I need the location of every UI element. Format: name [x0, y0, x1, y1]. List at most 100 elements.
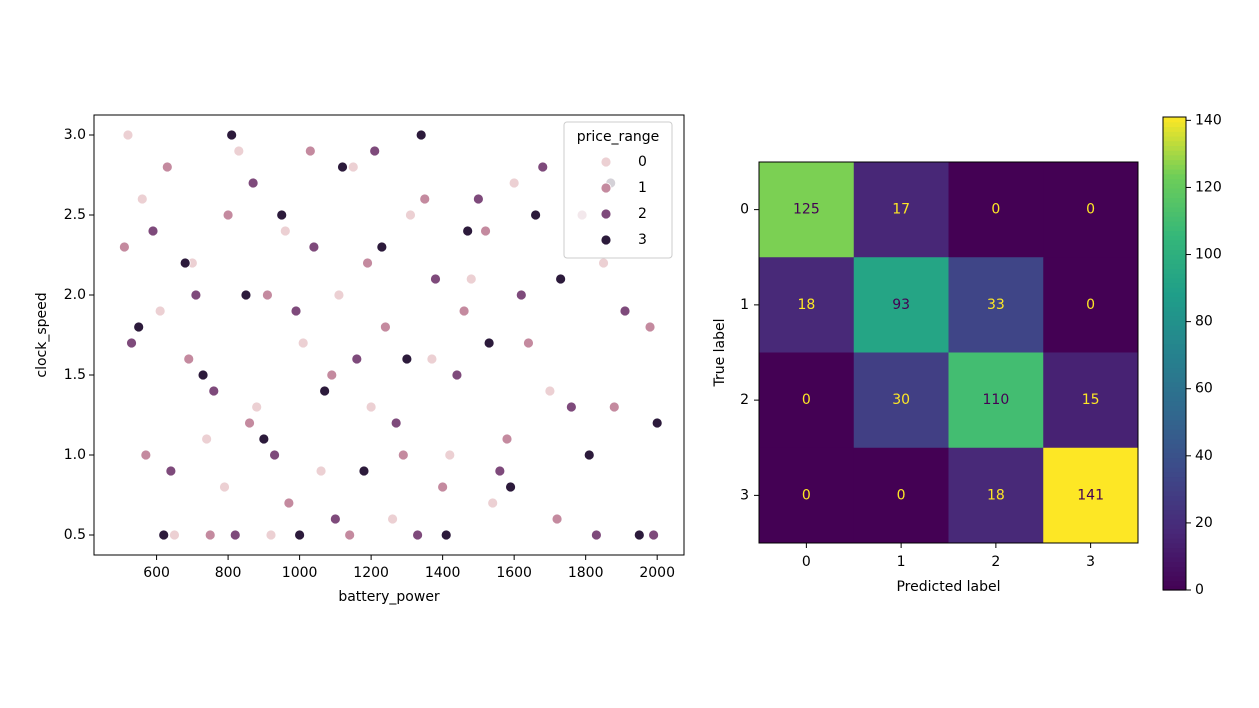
legend-label: 2 — [638, 206, 647, 222]
colorbar-segment — [1163, 325, 1186, 331]
point — [551, 513, 563, 525]
y-axis-label: clock_speed — [34, 292, 50, 377]
point — [126, 337, 137, 349]
point — [258, 433, 270, 445]
colorbar-segment — [1163, 556, 1186, 563]
point — [501, 433, 513, 445]
colorbar-segment — [1163, 334, 1186, 340]
point — [440, 529, 452, 541]
point — [154, 305, 166, 317]
colorbar-segment — [1163, 244, 1186, 251]
colorbar-segment — [1163, 140, 1186, 146]
cell-label: 33 — [987, 297, 1005, 313]
colorbar-segment — [1163, 292, 1186, 298]
y-tick-label: 0 — [740, 202, 749, 218]
colorbar-tick-label: 80 — [1195, 314, 1213, 330]
y-tick-label: 0.5 — [64, 527, 86, 543]
point — [483, 337, 495, 349]
point — [265, 529, 277, 541]
point — [201, 433, 213, 445]
point — [308, 241, 320, 253]
x-tick-label: 0 — [802, 554, 811, 570]
point — [190, 289, 202, 301]
cell-label: 125 — [793, 202, 820, 218]
point — [147, 225, 159, 237]
point — [169, 529, 180, 541]
x-tick-label: 600 — [143, 565, 170, 581]
colorbar-segment — [1163, 348, 1186, 355]
colorbar-segment — [1163, 145, 1186, 151]
point — [279, 225, 291, 237]
colorbar-segment — [1163, 235, 1186, 241]
cell-label: 141 — [1077, 487, 1104, 503]
point — [337, 161, 348, 173]
point — [133, 321, 145, 333]
colorbar-tick-label: 100 — [1195, 247, 1222, 263]
point — [283, 497, 295, 509]
point — [487, 497, 499, 509]
colorbar-segment — [1163, 358, 1186, 364]
point — [118, 241, 130, 253]
colorbar-segment — [1163, 448, 1186, 454]
colorbar-tick-label: 60 — [1195, 381, 1213, 397]
point — [619, 305, 631, 317]
point — [219, 481, 230, 493]
point — [262, 289, 273, 301]
cell — [853, 447, 949, 544]
point — [326, 369, 338, 381]
point — [197, 369, 209, 381]
point — [351, 353, 363, 365]
x-tick-label: 2000 — [639, 565, 675, 581]
point — [358, 465, 370, 477]
colorbar-segment — [1163, 575, 1186, 582]
point — [208, 385, 220, 397]
y-tick-label: 3.0 — [64, 127, 86, 143]
colorbar-segment — [1163, 523, 1186, 530]
point — [222, 209, 234, 221]
colorbar-segment — [1163, 117, 1186, 123]
colorbar-segment — [1163, 287, 1186, 293]
colorbar-segment — [1163, 443, 1186, 449]
y-axis-label: True label — [712, 318, 728, 387]
point — [380, 321, 391, 333]
x-tick-label: 1600 — [496, 565, 532, 581]
colorbar-segment — [1163, 310, 1186, 317]
point — [269, 449, 280, 461]
cell-label: 0 — [802, 392, 811, 408]
colorbar-segment — [1163, 566, 1186, 572]
point — [537, 161, 549, 173]
point — [369, 145, 381, 157]
colorbar-segment — [1163, 429, 1186, 435]
point — [161, 161, 173, 173]
colorbar-segment — [1163, 509, 1186, 515]
point — [405, 209, 416, 221]
point — [319, 385, 331, 397]
point — [315, 465, 327, 477]
colorbar-segment — [1163, 481, 1186, 487]
colorbar-segment — [1163, 329, 1186, 336]
colorbar-segment — [1163, 495, 1186, 501]
colorbar-segment — [1163, 561, 1186, 567]
point — [165, 465, 177, 477]
colorbar-segment — [1163, 126, 1186, 132]
point — [397, 449, 409, 461]
point — [401, 353, 413, 365]
y-tick-label: 1.5 — [64, 367, 86, 383]
cell — [759, 447, 855, 544]
colorbar-segment — [1163, 225, 1186, 232]
point — [362, 257, 373, 269]
x-tick-label: 1 — [897, 554, 906, 570]
x-tick-label: 800 — [215, 565, 242, 581]
colorbar-segment — [1163, 433, 1186, 440]
legend-label: 1 — [638, 180, 647, 196]
point — [140, 449, 152, 461]
cell-label: 0 — [1086, 297, 1095, 313]
colorbar-segment — [1163, 178, 1186, 184]
point — [276, 209, 288, 221]
x-tick-label: 1400 — [425, 565, 461, 581]
colorbar-segment — [1163, 263, 1186, 269]
colorbar-segment — [1163, 282, 1186, 288]
point — [430, 273, 441, 285]
point — [494, 465, 506, 477]
cell-label: 30 — [892, 392, 910, 408]
